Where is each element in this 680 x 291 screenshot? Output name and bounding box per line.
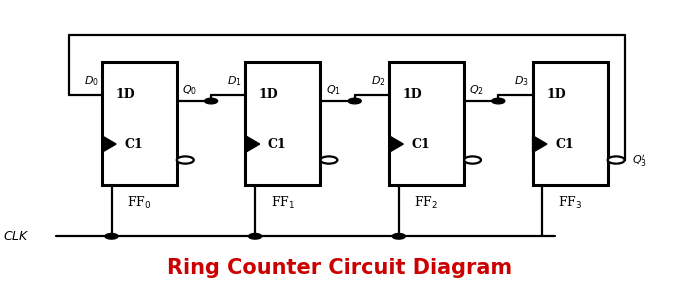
Text: C1: C1 — [268, 138, 286, 150]
Text: $D_3$: $D_3$ — [515, 74, 529, 88]
Circle shape — [249, 233, 262, 239]
Text: $CLK$: $CLK$ — [3, 230, 30, 243]
Text: $Q_1$: $Q_1$ — [326, 83, 341, 97]
Circle shape — [205, 98, 218, 104]
Text: $D_0$: $D_0$ — [84, 74, 99, 88]
Text: $Q_0$: $Q_0$ — [182, 83, 197, 97]
Text: C1: C1 — [411, 138, 430, 150]
Circle shape — [392, 233, 405, 239]
Text: $D_1$: $D_1$ — [227, 74, 242, 88]
Circle shape — [177, 156, 194, 164]
Circle shape — [608, 156, 625, 164]
Bar — [532, 62, 608, 184]
Circle shape — [348, 98, 361, 104]
Text: C1: C1 — [555, 138, 574, 150]
Bar — [102, 62, 177, 184]
Text: FF$_0$: FF$_0$ — [127, 195, 152, 211]
Bar — [389, 62, 464, 184]
Text: FF$_3$: FF$_3$ — [558, 195, 582, 211]
Text: Ring Counter Circuit Diagram: Ring Counter Circuit Diagram — [167, 258, 513, 278]
Text: $Q_2$: $Q_2$ — [469, 83, 484, 97]
Text: FF$_2$: FF$_2$ — [414, 195, 439, 211]
Text: $Q_3'$: $Q_3'$ — [632, 153, 647, 169]
Circle shape — [464, 156, 481, 164]
Circle shape — [320, 156, 337, 164]
Circle shape — [105, 233, 118, 239]
Text: FF$_1$: FF$_1$ — [271, 195, 295, 211]
Polygon shape — [532, 136, 547, 152]
Bar — [245, 62, 320, 184]
Text: 1D: 1D — [259, 88, 279, 101]
Text: C1: C1 — [124, 138, 143, 150]
Polygon shape — [102, 136, 116, 152]
Text: 1D: 1D — [546, 88, 566, 101]
Text: $D_2$: $D_2$ — [371, 74, 386, 88]
Text: 1D: 1D — [115, 88, 135, 101]
Polygon shape — [389, 136, 403, 152]
Polygon shape — [245, 136, 260, 152]
Circle shape — [492, 98, 505, 104]
Text: 1D: 1D — [403, 88, 422, 101]
